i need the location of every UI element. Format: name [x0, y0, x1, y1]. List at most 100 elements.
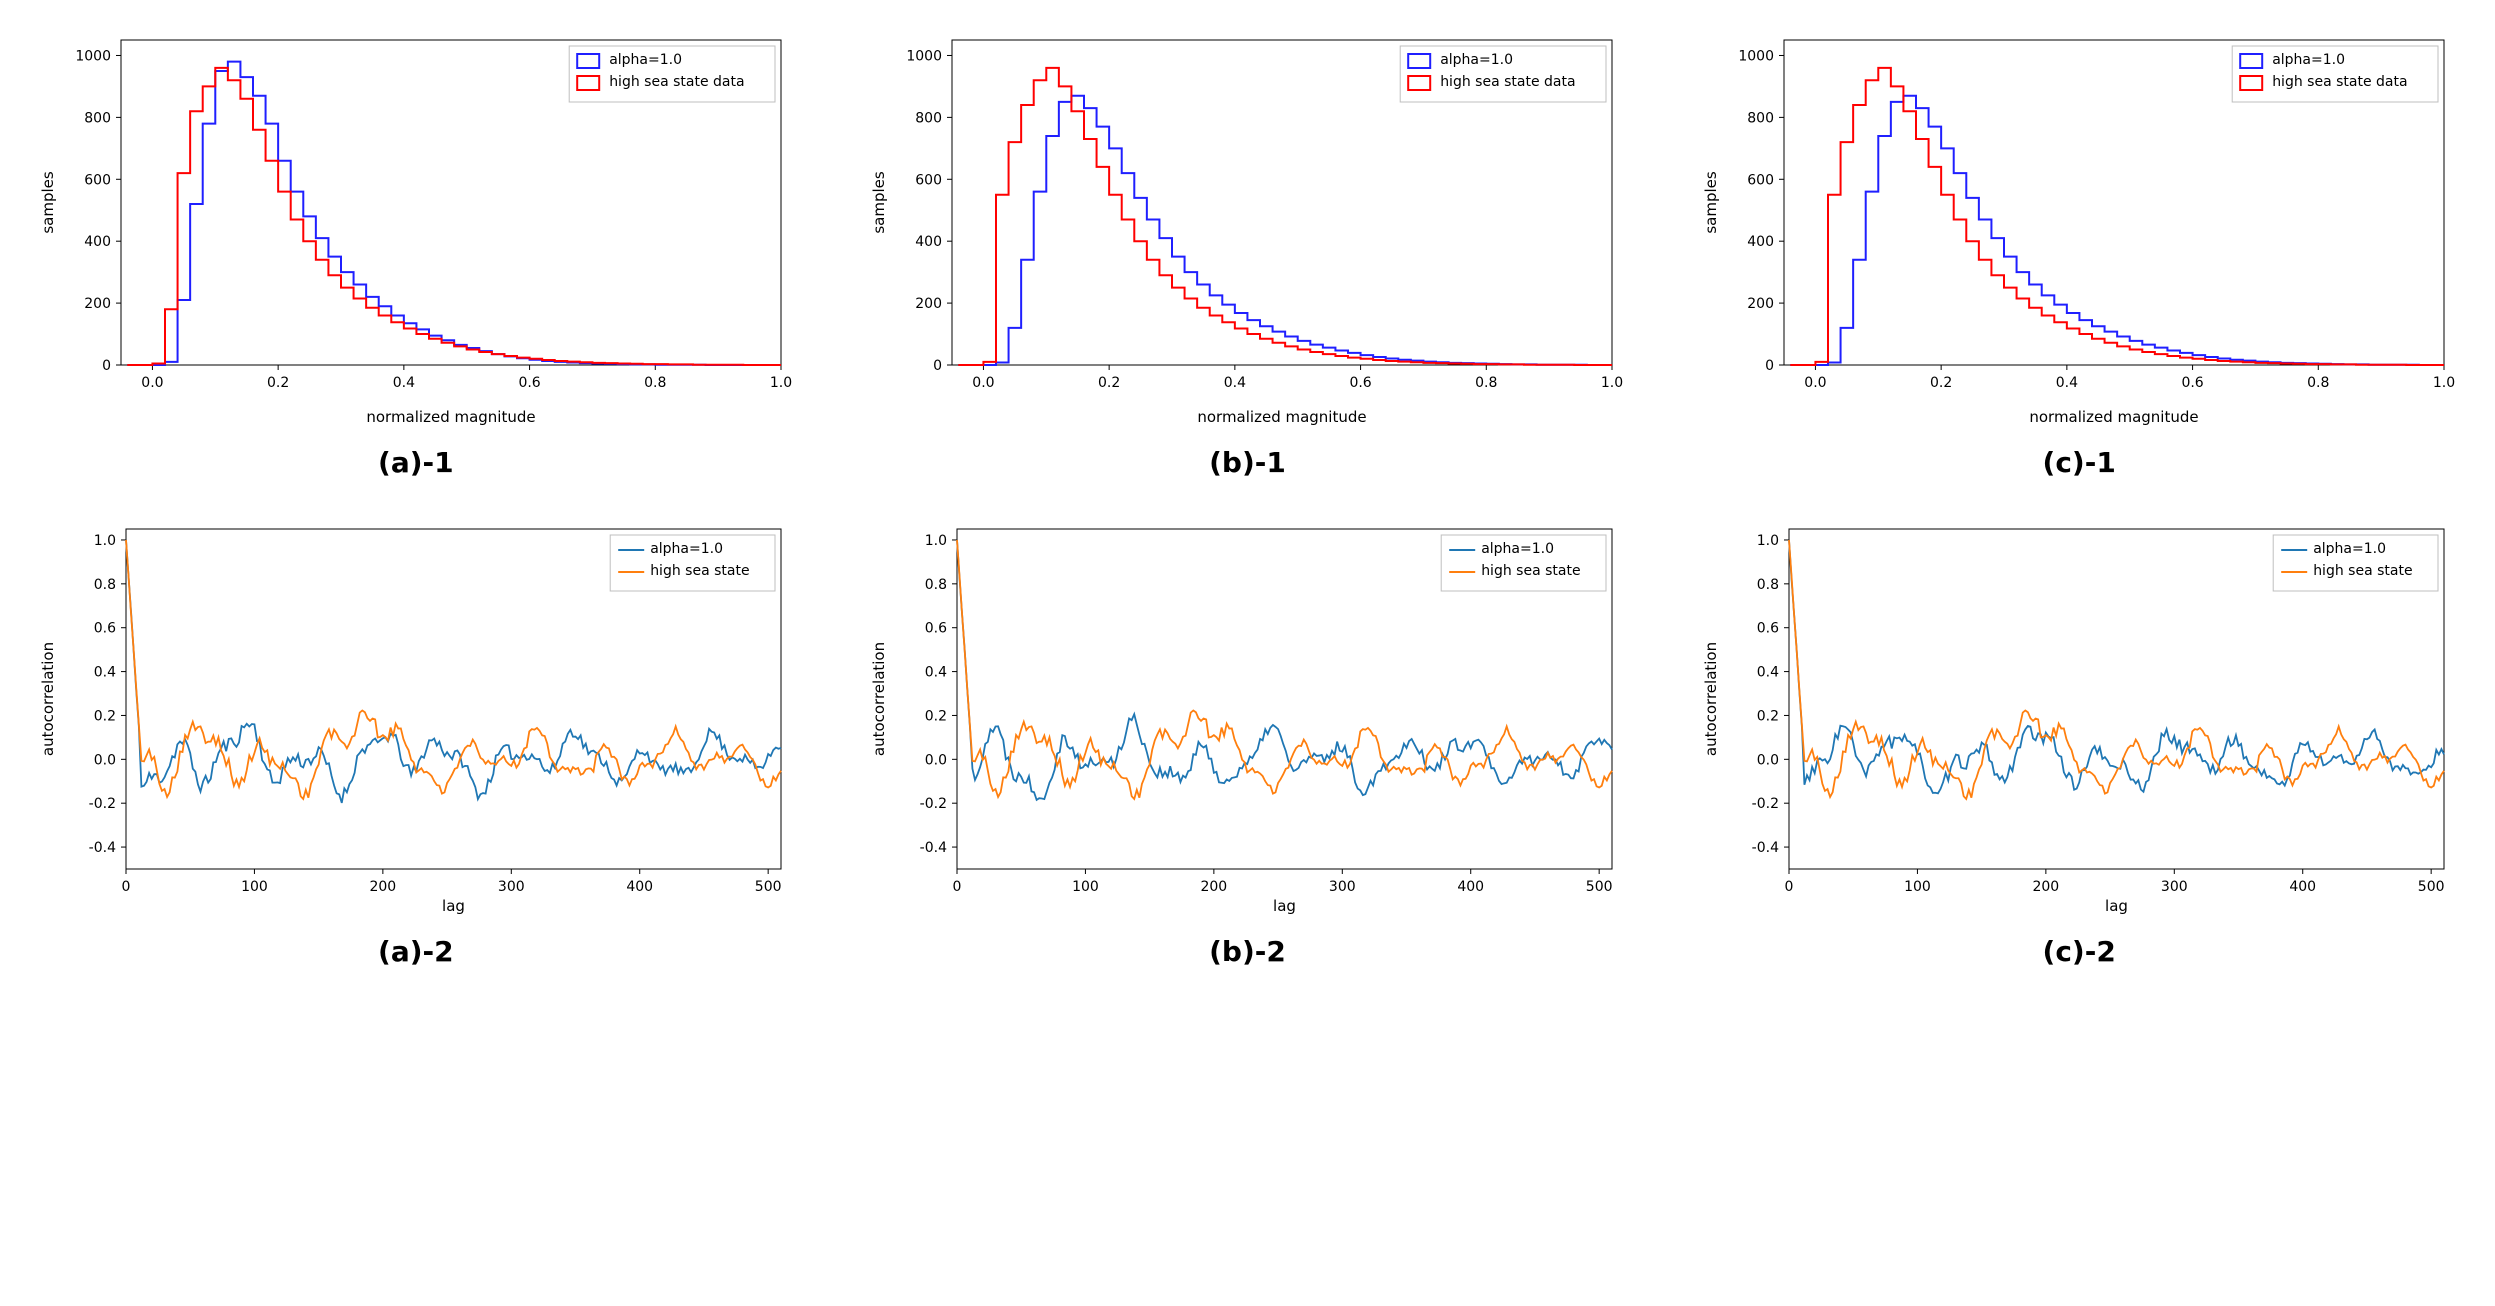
svg-text:200: 200: [369, 879, 396, 895]
svg-text:0: 0: [102, 358, 111, 374]
svg-text:1.0: 1.0: [2433, 375, 2455, 391]
svg-text:0.0: 0.0: [925, 752, 947, 768]
svg-text:400: 400: [916, 234, 943, 250]
subtitle-a1: (a)-1: [378, 446, 454, 479]
svg-text:0: 0: [953, 879, 962, 895]
svg-text:high sea state data: high sea state data: [2272, 74, 2407, 90]
svg-text:500: 500: [755, 879, 782, 895]
svg-text:1000: 1000: [907, 48, 943, 64]
svg-text:high sea state: high sea state: [1482, 563, 1581, 579]
svg-text:400: 400: [1458, 879, 1485, 895]
svg-text:0.2: 0.2: [1930, 375, 1952, 391]
svg-text:normalized magnitude: normalized magnitude: [1198, 408, 1367, 426]
svg-text:400: 400: [84, 234, 111, 250]
svg-text:600: 600: [1747, 172, 1774, 188]
svg-text:0.0: 0.0: [1757, 752, 1779, 768]
svg-text:0.2: 0.2: [267, 375, 289, 391]
svg-text:alpha=1.0: alpha=1.0: [609, 52, 682, 68]
series-alpha: [959, 96, 1613, 365]
svg-text:0.8: 0.8: [644, 375, 666, 391]
panel-a2: 0100200300400500-0.4-0.20.00.20.40.60.81…: [20, 509, 812, 968]
svg-text:-0.2: -0.2: [1752, 796, 1779, 812]
svg-text:0: 0: [121, 879, 130, 895]
svg-text:200: 200: [84, 296, 111, 312]
acf-c2: 0100200300400500-0.4-0.20.00.20.40.60.81…: [1694, 509, 2464, 929]
svg-text:high sea state: high sea state: [650, 563, 749, 579]
series-alpha: [1790, 96, 2444, 365]
svg-text:0.4: 0.4: [925, 665, 947, 681]
svg-text:alpha=1.0: alpha=1.0: [1482, 541, 1555, 557]
svg-text:1.0: 1.0: [1757, 533, 1779, 549]
svg-text:0.8: 0.8: [1757, 577, 1779, 593]
svg-text:100: 100: [241, 879, 268, 895]
svg-text:normalized magnitude: normalized magnitude: [2030, 408, 2199, 426]
svg-text:0.6: 0.6: [1757, 621, 1779, 637]
svg-text:0: 0: [1785, 879, 1794, 895]
svg-text:0.6: 0.6: [925, 621, 947, 637]
series-high-sea: [1790, 68, 2444, 365]
series-high-sea: [127, 68, 781, 365]
svg-text:lag: lag: [2105, 897, 2128, 915]
svg-text:0.6: 0.6: [518, 375, 540, 391]
subtitle-b1: (b)-1: [1209, 446, 1286, 479]
histogram-b1: 0.00.20.40.60.81.002004006008001000norma…: [862, 20, 1632, 440]
series-alpha: [127, 62, 781, 365]
svg-text:0.4: 0.4: [1224, 375, 1246, 391]
svg-text:high sea state data: high sea state data: [1441, 74, 1576, 90]
svg-text:0.0: 0.0: [1804, 375, 1826, 391]
svg-text:alpha=1.0: alpha=1.0: [2272, 52, 2345, 68]
svg-text:0.6: 0.6: [1350, 375, 1372, 391]
svg-text:0.0: 0.0: [94, 752, 116, 768]
svg-text:0.2: 0.2: [1757, 708, 1779, 724]
svg-text:0.0: 0.0: [141, 375, 163, 391]
panel-c2: 0100200300400500-0.4-0.20.00.20.40.60.81…: [1683, 509, 2475, 968]
svg-text:0.8: 0.8: [94, 577, 116, 593]
svg-text:-0.2: -0.2: [920, 796, 947, 812]
svg-text:0.2: 0.2: [94, 708, 116, 724]
subtitle-b2: (b)-2: [1209, 935, 1286, 968]
svg-text:0.0: 0.0: [973, 375, 995, 391]
svg-text:lag: lag: [1274, 897, 1297, 915]
svg-text:1.0: 1.0: [1601, 375, 1623, 391]
svg-text:100: 100: [1904, 879, 1931, 895]
svg-text:high sea state: high sea state: [2313, 563, 2412, 579]
svg-text:-0.4: -0.4: [920, 840, 947, 856]
subtitle-c1: (c)-1: [2043, 446, 2116, 479]
svg-text:0.4: 0.4: [393, 375, 415, 391]
svg-text:1.0: 1.0: [94, 533, 116, 549]
subtitle-c2: (c)-2: [2043, 935, 2116, 968]
svg-text:400: 400: [626, 879, 653, 895]
svg-text:800: 800: [1747, 110, 1774, 126]
svg-text:0.8: 0.8: [1476, 375, 1498, 391]
panel-a1: 0.00.20.40.60.81.002004006008001000norma…: [20, 20, 812, 479]
svg-text:1000: 1000: [1739, 48, 1775, 64]
svg-text:-0.4: -0.4: [1752, 840, 1779, 856]
svg-text:alpha=1.0: alpha=1.0: [650, 541, 723, 557]
panel-b2: 0100200300400500-0.4-0.20.00.20.40.60.81…: [852, 509, 1644, 968]
svg-text:200: 200: [2033, 879, 2060, 895]
svg-text:autocorrelation: autocorrelation: [39, 642, 57, 756]
svg-text:200: 200: [1747, 296, 1774, 312]
svg-text:200: 200: [916, 296, 943, 312]
svg-text:0.2: 0.2: [925, 708, 947, 724]
svg-text:0: 0: [1765, 358, 1774, 374]
svg-text:0.8: 0.8: [2307, 375, 2329, 391]
svg-text:200: 200: [1201, 879, 1228, 895]
svg-text:800: 800: [84, 110, 111, 126]
acf-b2: 0100200300400500-0.4-0.20.00.20.40.60.81…: [862, 509, 1632, 929]
subtitle-a2: (a)-2: [378, 935, 454, 968]
svg-text:samples: samples: [39, 171, 57, 234]
svg-text:1.0: 1.0: [925, 533, 947, 549]
svg-text:autocorrelation: autocorrelation: [870, 642, 888, 756]
svg-text:0.4: 0.4: [1757, 665, 1779, 681]
svg-text:0.8: 0.8: [925, 577, 947, 593]
svg-text:600: 600: [84, 172, 111, 188]
svg-text:0.2: 0.2: [1098, 375, 1120, 391]
svg-text:800: 800: [916, 110, 943, 126]
svg-text:0.4: 0.4: [94, 665, 116, 681]
series-high-sea: [959, 68, 1613, 365]
svg-text:samples: samples: [1702, 171, 1720, 234]
svg-text:0.4: 0.4: [2056, 375, 2078, 391]
svg-text:400: 400: [1747, 234, 1774, 250]
svg-text:-0.4: -0.4: [89, 840, 116, 856]
